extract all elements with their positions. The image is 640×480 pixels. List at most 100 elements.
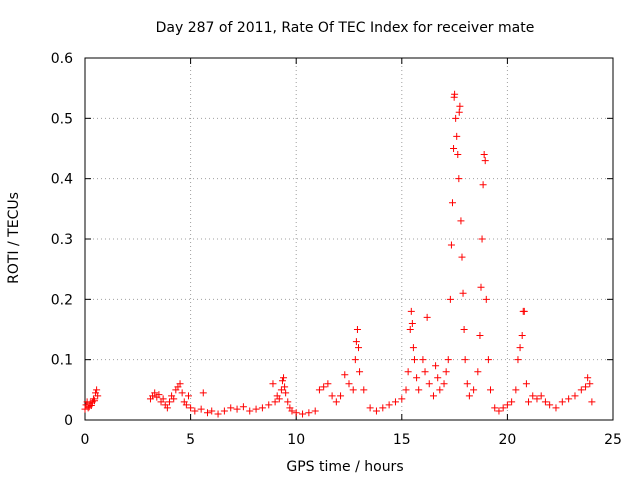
data-point [288,407,296,415]
data-point [337,392,345,400]
x-tick-label: 10 [287,432,305,448]
data-point [459,289,467,297]
data-point [447,241,455,249]
data-point [170,395,178,403]
data-point [409,344,417,352]
data-point [408,319,416,327]
data-point [315,386,323,394]
data-point [434,374,442,382]
data-point [461,356,469,364]
data-point [586,380,594,388]
data-point [176,380,184,388]
data-point [425,380,433,388]
data-point [284,398,292,406]
data-point [457,217,465,225]
data-point [584,374,592,382]
data-point [423,313,431,321]
plot-frame [84,57,614,421]
data-point [402,386,410,394]
data-point [476,332,484,340]
data-point [269,380,277,388]
axes: 0 5 10 15 20 25 0 0.1 0.2 0.3 0.4 0.5 0.6 [51,51,622,448]
data-point [280,374,288,382]
data-point [452,114,460,122]
data-point [151,389,159,397]
data-point [429,392,437,400]
data-point [503,401,511,409]
data-point [552,404,560,412]
data-point [525,398,533,406]
data-point [239,403,247,411]
data-point [537,392,545,400]
data-point [407,307,415,315]
data-point [522,380,530,388]
data-point [478,235,486,243]
data-point [410,356,418,364]
data-point [508,398,516,406]
data-point [516,344,524,352]
data-point [419,356,427,364]
data-point [463,380,471,388]
data-point [281,383,289,391]
data-point [588,398,596,406]
data-point [499,404,507,412]
data-point [163,404,171,412]
data-point [220,407,228,415]
data-point [227,404,235,412]
data-point [356,368,364,376]
data-point [582,383,590,391]
y-axis-label: ROTI / TECUs [6,192,22,284]
data-point [208,407,216,415]
data-point [440,380,448,388]
data-point [89,395,97,403]
data-point [282,389,290,397]
data-point [391,398,399,406]
data-point [178,389,186,397]
data-point [159,395,167,403]
x-tick-label: 5 [186,432,195,448]
x-tick-label: 15 [393,432,411,448]
data-point [246,407,254,415]
data-point [470,386,478,394]
data-point [458,253,466,261]
data-point [197,405,205,413]
data-point [252,405,260,413]
data-point [372,407,380,415]
data-point [155,391,163,399]
y-tick-label: 0 [64,413,73,429]
data-point [214,410,222,418]
data-point [324,380,332,388]
data-point [477,283,485,291]
data-point [514,356,522,364]
data-point [398,395,406,403]
data-point [360,386,368,394]
x-axis-label: GPS time / hours [286,459,403,475]
data-point [349,386,357,394]
data-point [454,151,462,159]
data-point [311,407,319,415]
x-tick-label: 20 [498,432,516,448]
data-point [448,199,456,207]
data-point [355,344,363,352]
data-point [495,407,503,415]
data-point [450,145,458,152]
data-point [385,401,393,409]
data-point [94,392,102,400]
data-point [446,295,454,303]
data-point [341,371,349,379]
data-point [406,326,414,333]
data-points [81,90,596,418]
chart-title: Day 287 of 2011, Rate Of TEC Index for r… [156,20,535,36]
data-point [415,386,423,394]
data-point [571,392,579,400]
data-point [305,409,313,417]
data-point [320,383,328,391]
data-point [460,326,468,333]
data-point [546,401,554,409]
data-point [93,386,101,394]
data-point [482,295,490,303]
y-tick-label: 0.5 [51,111,73,127]
data-point [91,397,99,405]
data-point [165,398,173,406]
